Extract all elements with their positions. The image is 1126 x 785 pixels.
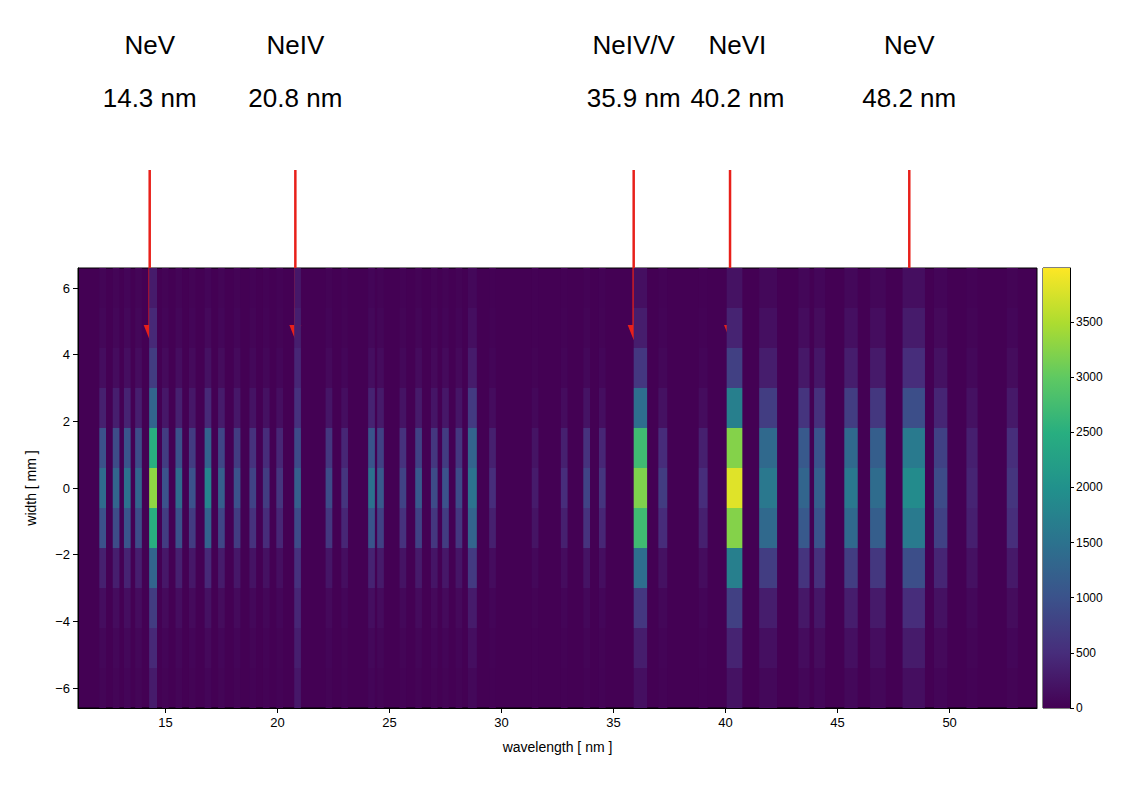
svg-text:2500: 2500: [1076, 425, 1103, 439]
svg-text:−4: −4: [55, 614, 70, 629]
svg-text:25: 25: [382, 715, 396, 730]
svg-text:NeVI: NeVI: [708, 30, 766, 60]
svg-text:40: 40: [718, 715, 732, 730]
svg-text:2000: 2000: [1076, 480, 1103, 494]
svg-text:−6: −6: [55, 681, 70, 696]
svg-text:20: 20: [270, 715, 284, 730]
svg-text:−2: −2: [55, 547, 70, 562]
svg-text:15: 15: [158, 715, 172, 730]
svg-text:14.3 nm: 14.3 nm: [103, 83, 197, 113]
svg-text:500: 500: [1076, 646, 1096, 660]
svg-text:1000: 1000: [1076, 591, 1103, 605]
svg-text:35.9 nm: 35.9 nm: [587, 83, 681, 113]
svg-text:20.8 nm: 20.8 nm: [248, 83, 342, 113]
svg-text:NeIV: NeIV: [266, 30, 324, 60]
svg-text:45: 45: [830, 715, 844, 730]
svg-text:6: 6: [63, 281, 70, 296]
svg-text:50: 50: [942, 715, 956, 730]
svg-text:3500: 3500: [1076, 315, 1103, 329]
svg-text:40.2 nm: 40.2 nm: [690, 83, 784, 113]
svg-text:2: 2: [63, 414, 70, 429]
svg-text:0: 0: [63, 481, 70, 496]
svg-text:NeV: NeV: [884, 30, 935, 60]
svg-text:width [ mm ]: width [ mm ]: [23, 450, 39, 526]
svg-text:0: 0: [1076, 701, 1083, 715]
svg-text:NeV: NeV: [124, 30, 175, 60]
svg-text:NeIV/V: NeIV/V: [592, 30, 675, 60]
svg-text:48.2 nm: 48.2 nm: [862, 83, 956, 113]
svg-text:35: 35: [606, 715, 620, 730]
svg-text:4: 4: [63, 347, 70, 362]
svg-text:1500: 1500: [1076, 536, 1103, 550]
svg-text:3000: 3000: [1076, 370, 1103, 384]
svg-text:30: 30: [494, 715, 508, 730]
svg-text:wavelength [ nm ]: wavelength [ nm ]: [502, 739, 613, 755]
